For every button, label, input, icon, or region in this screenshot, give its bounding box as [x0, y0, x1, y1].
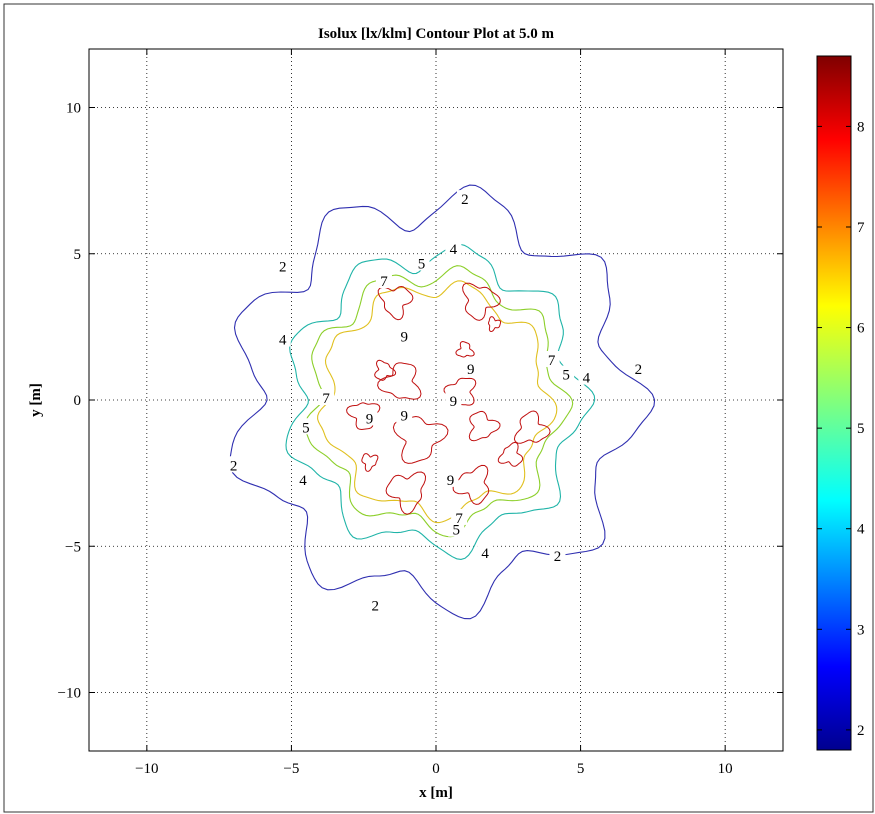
contour-label: 2: [635, 362, 643, 378]
contour-label: 2: [372, 599, 380, 615]
contour-label-bg: [375, 272, 392, 288]
peak-contour: [443, 377, 477, 406]
contour-label: 4: [279, 333, 287, 349]
contour-label: 2: [230, 458, 238, 474]
contour-label: 2: [461, 192, 469, 208]
axis-ticks: −10 −5 0 5 10 −10 −5 0 5 10: [58, 49, 783, 777]
x-tick-label: 5: [577, 761, 585, 777]
colorbar-tick-label: 8: [857, 119, 865, 135]
peak-contour: [487, 316, 502, 333]
peak-label: 9: [447, 473, 455, 489]
peak-label-bg: [361, 409, 378, 426]
contour-label-bg: [630, 359, 647, 376]
peak-label-bg: [445, 391, 462, 408]
contour-label: 4: [481, 546, 489, 562]
colorbar-tick-label: 4: [857, 522, 865, 538]
colorbar-gradient: [816, 55, 852, 751]
y-tick-label: −10: [58, 686, 81, 702]
peak-contours: [346, 282, 551, 515]
contour-label: 5: [302, 420, 310, 436]
peak-contour: [497, 441, 524, 467]
colorbar: 2 3 4 5 6 7 8: [816, 55, 865, 751]
contour-label: 7: [455, 511, 463, 527]
contour-label: 7: [548, 353, 556, 369]
contour-label-bg: [456, 190, 473, 207]
y-tick-label: 5: [74, 247, 82, 263]
peak-label: 9: [467, 362, 475, 378]
peak-label-bg: [442, 470, 459, 487]
x-axis-label: x [m]: [419, 785, 453, 801]
contour-label: 7: [322, 391, 330, 407]
y-tick-label: 10: [66, 101, 81, 117]
contour-label-bg: [318, 389, 335, 405]
colorbar-ticks: 2 3 4 5 6 7 8: [817, 119, 865, 739]
contour-label-bg: [477, 544, 494, 561]
contour-label: 5: [562, 368, 570, 384]
contour-label: 2: [279, 259, 287, 275]
y-tick-label: −5: [65, 539, 81, 555]
x-tick-label: −5: [283, 761, 299, 777]
contour-label-bg: [451, 508, 468, 525]
x-tick-label: −10: [135, 761, 158, 777]
contour-label: 4: [299, 473, 307, 489]
peak-contour: [455, 340, 475, 358]
peak-contour: [468, 410, 501, 442]
contour-label: 2: [554, 549, 562, 565]
contour-label-bg: [367, 596, 384, 613]
colorbar-tick-label: 6: [857, 321, 865, 337]
colorbar-tick-label: 7: [857, 220, 865, 236]
contour-label-bg: [549, 546, 566, 563]
chart-title: Isolux [lx/klm] Contour Plot at 5.0 m: [318, 26, 554, 42]
contour-label-bg: [558, 365, 575, 382]
colorbar-tick-label: 5: [857, 421, 865, 437]
peak-contour: [385, 471, 427, 515]
peak-label: 9: [400, 409, 408, 425]
colorbar-tick-label: 2: [857, 723, 865, 739]
contour-label: 4: [583, 371, 591, 387]
peak-contour: [361, 453, 379, 472]
peak-contour: [374, 359, 397, 381]
peak-label-bg: [396, 406, 413, 423]
contour-label-bg: [225, 456, 242, 473]
contour-line-level-2: [229, 184, 656, 620]
peak-contour: [462, 282, 501, 321]
contour-label-bg: [543, 350, 560, 367]
contour-label-bg: [274, 330, 291, 347]
x-tick-label: 0: [432, 761, 440, 777]
contour-label: 5: [452, 523, 460, 539]
contour-label-bg: [413, 254, 430, 271]
peak-contour: [346, 402, 381, 431]
x-tick-label: 10: [718, 761, 733, 777]
contour-label-bg: [274, 257, 291, 274]
peak-contour: [392, 415, 449, 464]
contour-label: 4: [450, 242, 458, 258]
contour-label-bg: [294, 470, 311, 487]
peak-label-bg: [396, 327, 413, 344]
contour-label: 7: [380, 274, 388, 290]
y-tick-label: 0: [74, 393, 82, 409]
contour-label-bg: [578, 368, 595, 385]
colorbar-tick-label: 3: [857, 622, 865, 638]
contour-label: 5: [418, 256, 426, 272]
peak-label: 9: [450, 394, 458, 410]
peak-label: 9: [366, 411, 374, 427]
peak-contour: [513, 410, 551, 444]
peak-label-bg: [462, 359, 479, 376]
peak-contour: [377, 362, 422, 400]
contour-label-bg: [445, 239, 462, 256]
contour-label-bg: [297, 418, 314, 435]
contour-line-level-4: [285, 243, 596, 560]
peak-contour: [377, 285, 414, 321]
peak-label: 9: [400, 330, 408, 346]
y-axis-label: y [m]: [28, 383, 44, 417]
grid: [89, 49, 783, 751]
